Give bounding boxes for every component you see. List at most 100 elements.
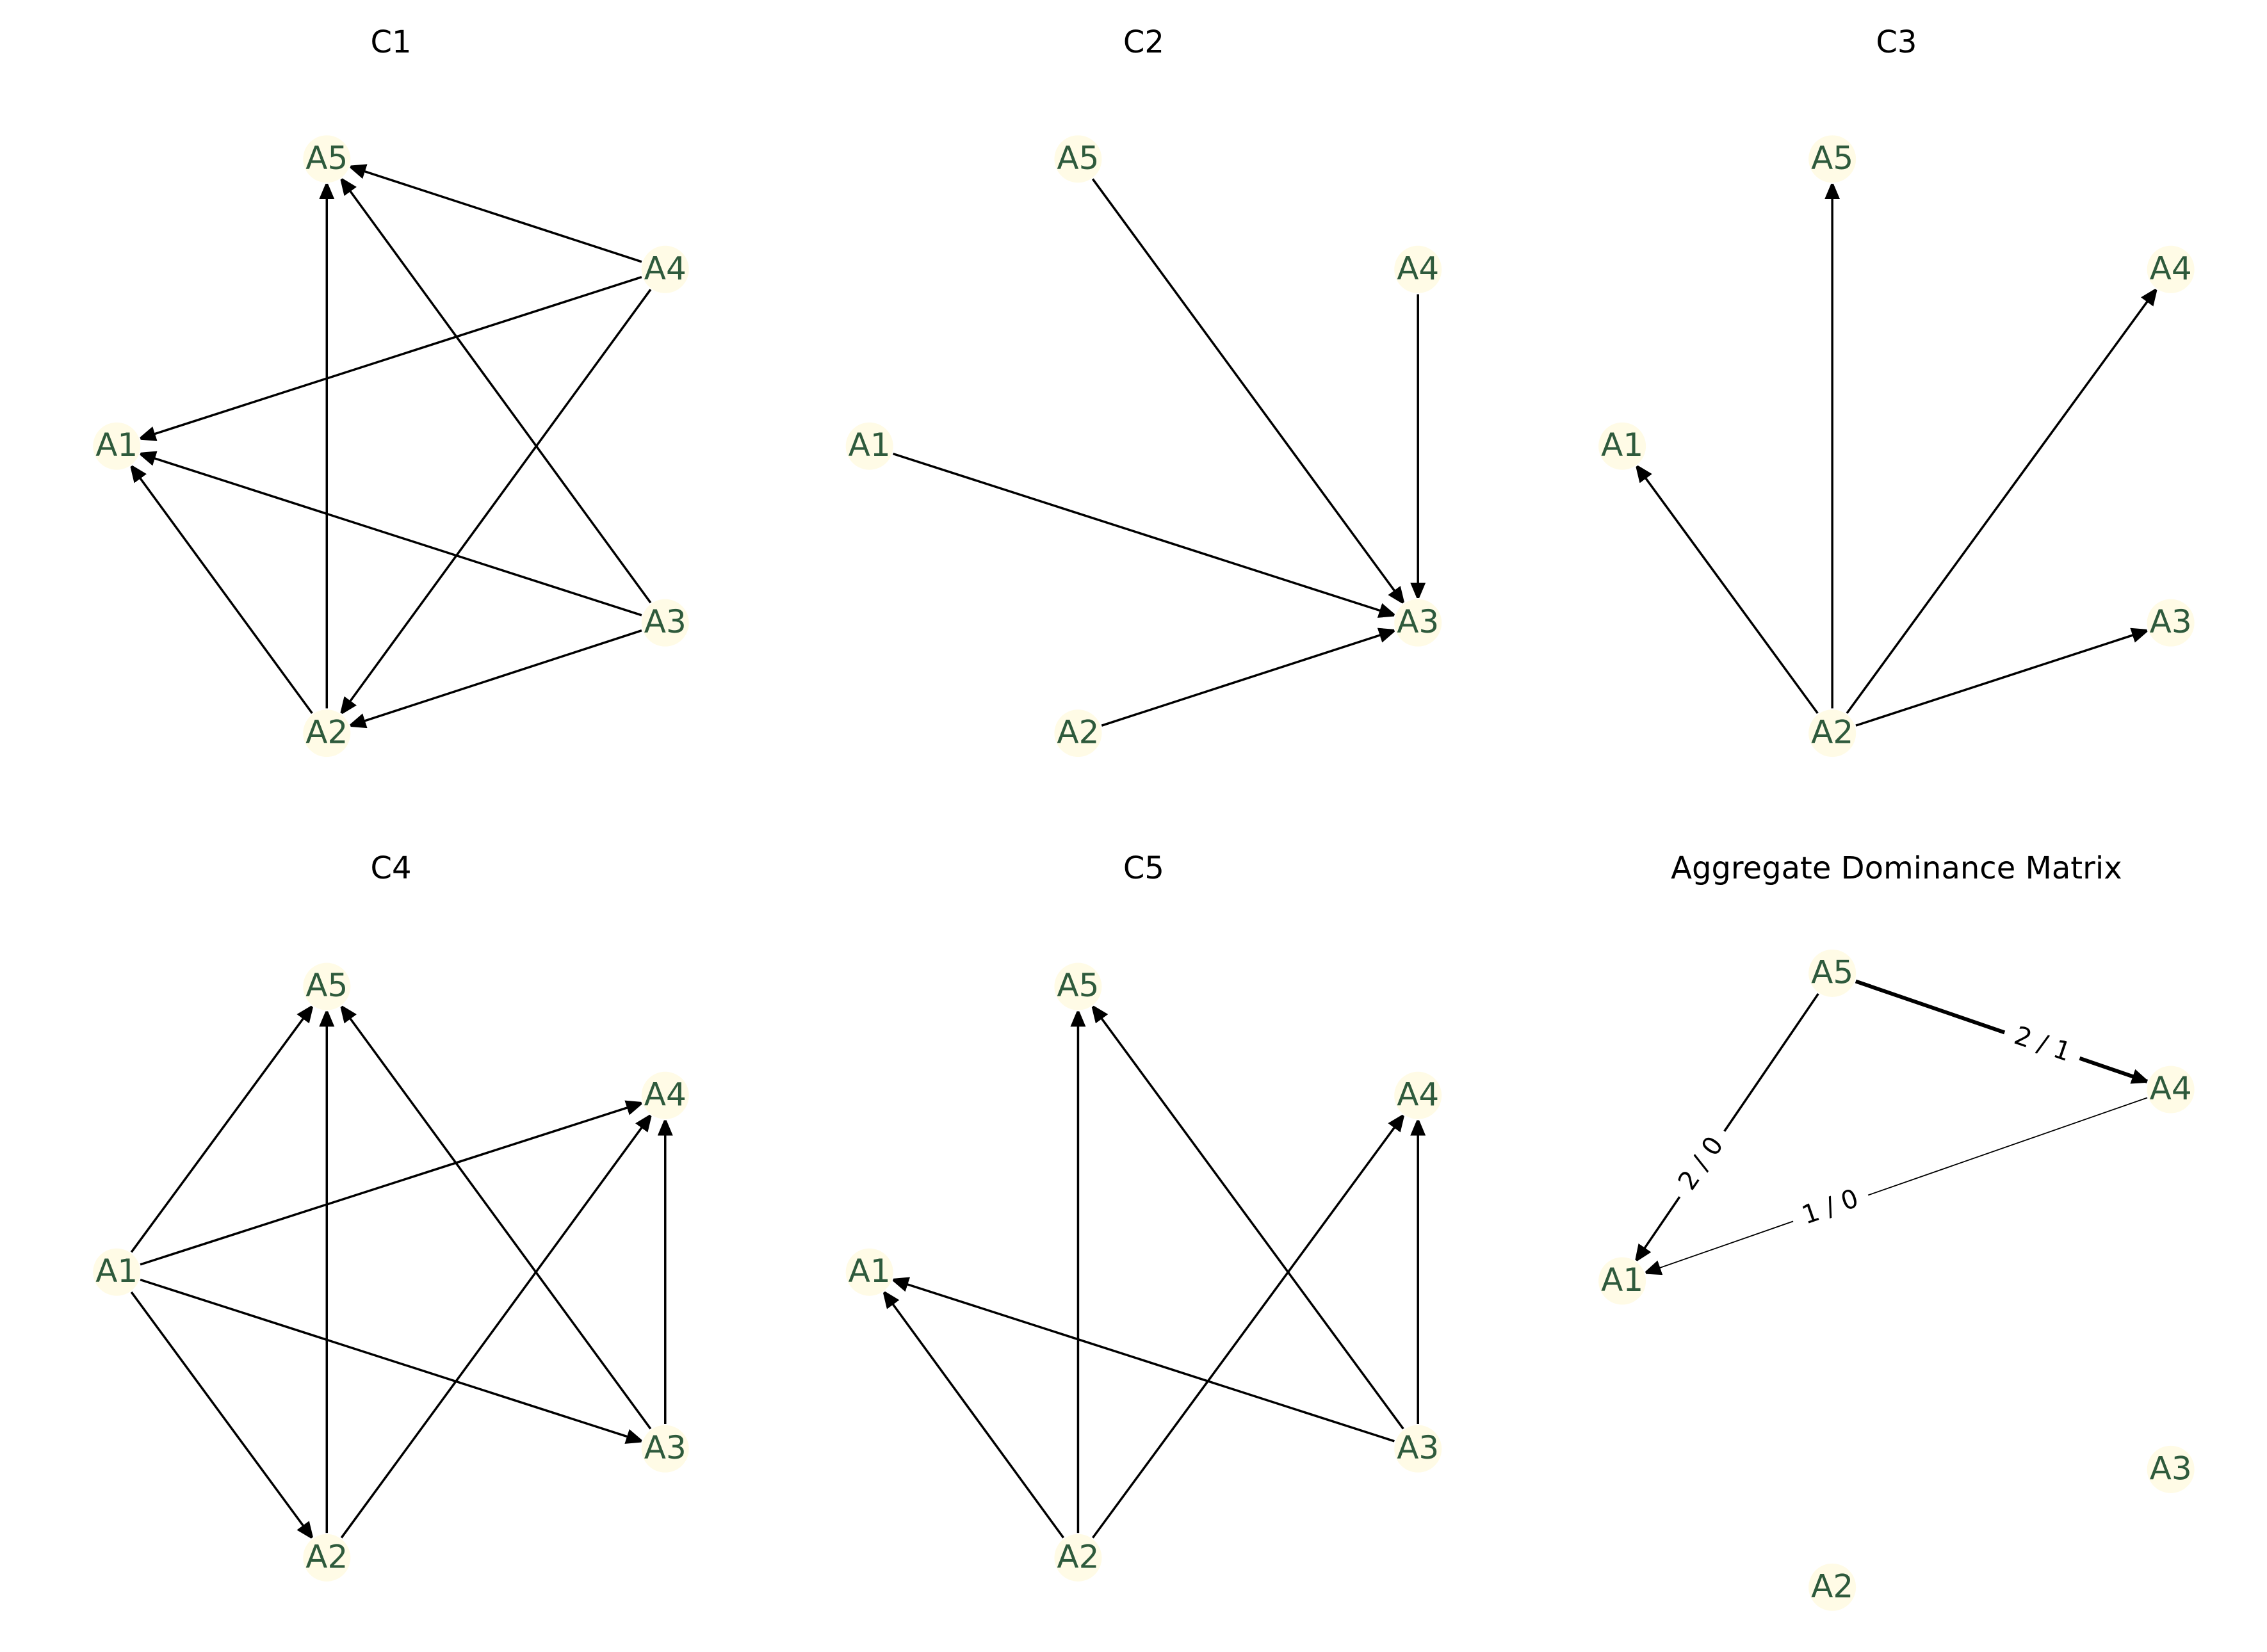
- node-disk: [1808, 709, 1857, 757]
- node-label: A4: [2150, 250, 2192, 287]
- node-a5: A5: [1808, 135, 1857, 183]
- node-label: A4: [1397, 250, 1439, 287]
- node-a5: A5: [1808, 949, 1857, 997]
- node-a3: A3: [1394, 599, 1442, 647]
- node-label: A2: [1057, 1538, 1099, 1575]
- node-a4: A4: [641, 1071, 689, 1119]
- node-a3: A3: [1394, 1425, 1442, 1473]
- node-label: A1: [849, 1252, 891, 1290]
- panel-1: C1 A1 A2 A3 A4 A5: [93, 24, 689, 757]
- panel-title: C1: [370, 24, 411, 60]
- node-disk: [845, 1248, 893, 1296]
- node-disk: [1394, 599, 1442, 647]
- edge-a2-to-a3: [1101, 628, 1395, 727]
- node-label: A4: [644, 1076, 687, 1113]
- node-label: A2: [305, 714, 348, 751]
- panel-title: C3: [1876, 24, 1917, 60]
- edge-a3-to-a5: [340, 178, 652, 604]
- edge-a2-to-a1: [882, 1291, 1065, 1539]
- edge-a4-to-a1: [140, 276, 642, 441]
- node-disk: [641, 245, 689, 293]
- node-a3: A3: [2147, 1445, 2195, 1493]
- node-a3: A3: [2147, 599, 2195, 647]
- node-disk: [641, 599, 689, 647]
- node-label: A3: [644, 1429, 687, 1466]
- node-label: A3: [1397, 1429, 1439, 1466]
- node-disk: [1394, 1071, 1442, 1119]
- edge-a3-to-a5: [340, 1005, 652, 1430]
- node-label: A5: [305, 140, 348, 177]
- edge-a4-to-a5: [350, 164, 642, 263]
- node-disk: [1394, 1425, 1442, 1473]
- panel-6: Aggregate Dominance Matrix 2 / 1 2 / 0 1 / …: [1598, 850, 2195, 1611]
- panel-title: Aggregate Dominance Matrix: [1671, 850, 2122, 886]
- node-a4: A4: [1394, 1071, 1442, 1119]
- node-a1: A1: [93, 1248, 141, 1296]
- node-disk: [1054, 1534, 1102, 1582]
- node-label: A1: [95, 426, 138, 464]
- panel-3: C3 A1 A2 A3 A4 A5: [1598, 24, 2195, 757]
- nodes: A1 A2 A3 A4 A5: [93, 135, 689, 757]
- node-disk: [2147, 245, 2195, 293]
- node-a2: A2: [1808, 709, 1857, 757]
- node-a1: A1: [1598, 422, 1646, 470]
- node-a4: A4: [641, 245, 689, 293]
- node-disk: [641, 1425, 689, 1473]
- node-label: A1: [1601, 426, 1643, 464]
- node-disk: [1598, 1257, 1646, 1305]
- node-a4: A4: [1394, 245, 1442, 293]
- node-disk: [1808, 949, 1857, 997]
- node-a2: A2: [1054, 1534, 1102, 1582]
- nodes: A1 A2 A3 A4 A5: [93, 962, 689, 1582]
- edge-label-background: [1999, 1015, 2086, 1076]
- edge-a4-to-a2: [340, 289, 652, 714]
- node-a5: A5: [1054, 135, 1102, 183]
- node-label: A1: [95, 1252, 138, 1290]
- node-label: A3: [2150, 603, 2192, 640]
- node-a2: A2: [303, 1534, 351, 1582]
- edge-a1-to-a3: [893, 452, 1395, 618]
- node-disk: [845, 422, 893, 470]
- node-a5: A5: [1054, 962, 1102, 1010]
- edges: [130, 164, 652, 729]
- edge-label-background: [1787, 1178, 1874, 1238]
- node-label: A4: [2150, 1070, 2192, 1107]
- node-a3: A3: [641, 1425, 689, 1473]
- node-a4: A4: [2147, 245, 2195, 293]
- edge-a4-to-a1: [1645, 1097, 2148, 1275]
- node-disk: [303, 962, 351, 1010]
- edge-a3-to-a2: [350, 629, 642, 729]
- node-a2: A2: [1054, 709, 1102, 757]
- node-disk: [1598, 422, 1646, 470]
- edge-a3-to-a1: [140, 451, 642, 617]
- node-a5: A5: [303, 962, 351, 1010]
- node-a2: A2: [303, 709, 351, 757]
- edges: [130, 1005, 673, 1539]
- panel-title: C4: [370, 850, 411, 886]
- nodes: A1 A2 A3 A4 A5: [845, 962, 1442, 1582]
- node-label: A2: [305, 1538, 348, 1575]
- edge-a1-to-a4: [140, 1100, 642, 1266]
- edge-a1-to-a2: [130, 1291, 313, 1539]
- edge-a2-to-a4: [340, 1114, 652, 1539]
- node-disk: [93, 422, 141, 470]
- node-label: A1: [1601, 1261, 1643, 1299]
- node-disk: [93, 1248, 141, 1296]
- node-label: A2: [1811, 714, 1853, 751]
- nodes: A1 A2 A3 A4 A5: [1598, 135, 2195, 757]
- nodes: A1 A2 A3 A4 A5: [845, 135, 1442, 757]
- node-disk: [303, 1534, 351, 1582]
- edge-a2-to-a4: [1091, 1114, 1404, 1539]
- panel-title: C2: [1123, 24, 1164, 60]
- panel-title: C5: [1123, 850, 1164, 886]
- node-label: A2: [1057, 714, 1099, 751]
- edges: [893, 178, 1426, 727]
- node-disk: [641, 1071, 689, 1119]
- node-disk: [2147, 1065, 2195, 1113]
- node-a5: A5: [303, 135, 351, 183]
- node-disk: [1808, 135, 1857, 183]
- node-a1: A1: [1598, 1257, 1646, 1305]
- node-disk: [1054, 135, 1102, 183]
- node-a4: A4: [2147, 1065, 2195, 1113]
